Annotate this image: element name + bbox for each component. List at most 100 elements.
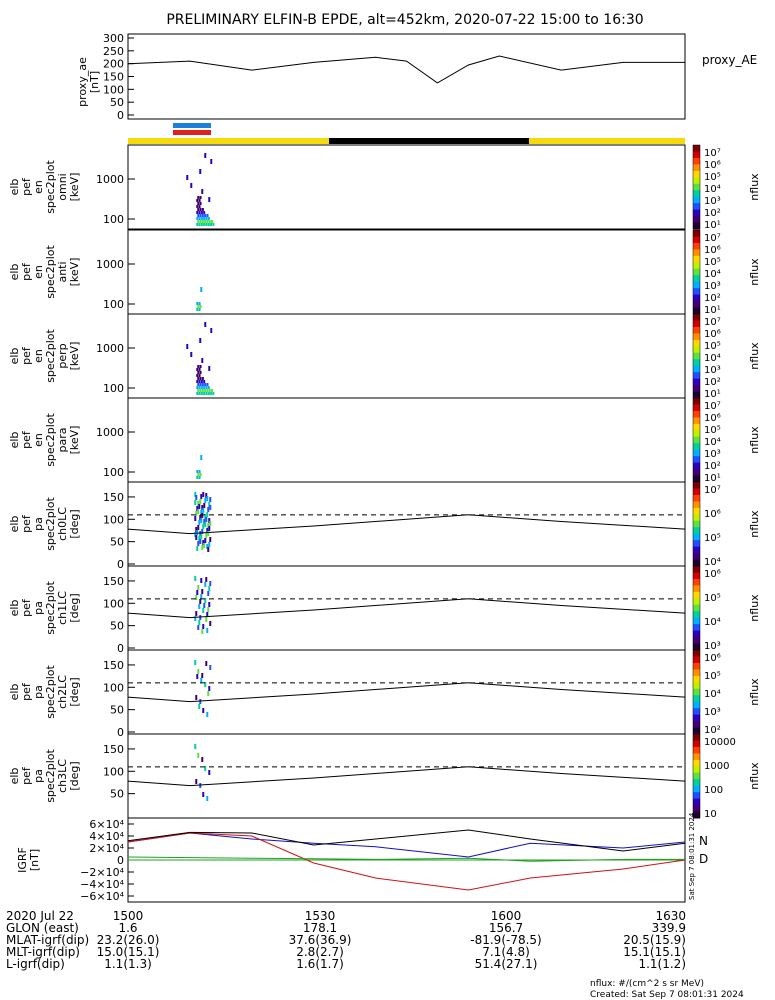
spectrogram-pixel bbox=[196, 530, 199, 535]
spectrogram-pixel bbox=[204, 522, 207, 527]
spectrogram-pixel bbox=[210, 392, 213, 395]
spectrogram-pixel bbox=[205, 533, 208, 538]
spectrogram-data bbox=[194, 744, 211, 801]
colorbar: 10⁶ 10⁵ 10⁴ 10³ 10² nflux bbox=[692, 649, 761, 736]
colorbar-tick-label: 10⁴ bbox=[704, 353, 721, 364]
spectrogram-pixel bbox=[207, 392, 210, 395]
spectrogram-pixel bbox=[206, 544, 209, 549]
grf-tick-label: 0 bbox=[117, 854, 124, 867]
panel-tick-label: 50 bbox=[110, 536, 124, 549]
ylabel-line: elb bbox=[8, 432, 21, 449]
colorbar-segment bbox=[693, 559, 700, 567]
footer-cell: 15.0(15.1) bbox=[97, 945, 160, 959]
footer-cell: 1.1(1.3) bbox=[104, 957, 152, 971]
spectrogram-data bbox=[196, 455, 203, 479]
colorbar-tick-label: 10⁵ bbox=[704, 593, 721, 604]
spectrogram-pixel bbox=[196, 302, 199, 305]
ylabel-line: elb bbox=[8, 348, 21, 365]
footer-row-label: MLAT-igrf(dip) bbox=[6, 933, 89, 947]
spectrogram-pixel bbox=[190, 183, 193, 188]
colorbar-segment bbox=[693, 268, 700, 276]
colorbar-segment bbox=[693, 520, 700, 528]
spectrogram-pixel bbox=[195, 511, 198, 516]
panel-tick-label: 150 bbox=[103, 575, 124, 588]
spectrogram-pixel bbox=[209, 621, 212, 626]
panel-tick-label: 100 bbox=[103, 466, 124, 479]
grf-series-line bbox=[127, 829, 686, 852]
colorbar-tick-label: 10¹ bbox=[704, 305, 721, 316]
colorbar-segment bbox=[693, 333, 700, 341]
spectrogram-pixel bbox=[198, 704, 201, 709]
panel-tick-label: 150 bbox=[103, 491, 124, 504]
spectrogram-pixel bbox=[207, 507, 210, 512]
panel-ylabel: elb pef en spec2plot para [keV] bbox=[8, 413, 81, 467]
ae-series-line bbox=[127, 55, 685, 84]
panel-ylabel: elb pef pa spec2plot ch0LC [deg] bbox=[8, 497, 81, 551]
panel-p8: elb pef pa spec2plot ch3LC [deg] 150 100 50 10000… bbox=[8, 733, 761, 820]
spectrogram-pixel bbox=[197, 625, 200, 630]
spectrogram-pixel bbox=[197, 541, 200, 546]
colorbar-segment bbox=[693, 501, 700, 509]
spectrogram-pixel bbox=[199, 214, 202, 217]
spectrogram-pixel bbox=[204, 220, 207, 223]
colorbar-segment bbox=[693, 630, 700, 638]
spectrogram-pixel bbox=[207, 523, 210, 528]
spectrogram-pixel bbox=[207, 691, 210, 696]
spectrogram-pixel bbox=[203, 503, 206, 508]
spectrogram-pixel bbox=[210, 159, 213, 164]
panel-tick-label: 100 bbox=[103, 382, 124, 395]
sunlight-bar-2 bbox=[529, 138, 685, 144]
spectrogram-pixel bbox=[190, 352, 193, 357]
ae-legend: proxy_AE bbox=[702, 53, 757, 67]
colorbar-segment bbox=[693, 482, 700, 489]
colorbar-segment bbox=[693, 443, 700, 451]
spectrogram-pixel bbox=[202, 524, 205, 529]
spectrogram-pixel bbox=[199, 371, 202, 374]
spectrogram-pixel bbox=[200, 518, 203, 523]
ae-ylabel: proxy_ae [nT] bbox=[76, 57, 101, 107]
ylabel-line: spec2plot bbox=[44, 497, 57, 551]
spectrogram-pixel bbox=[199, 473, 202, 476]
colorbar-segment bbox=[693, 378, 700, 386]
spectrogram-data bbox=[186, 322, 215, 395]
panel-ylabel: elb pef pa spec2plot ch2LC [deg] bbox=[8, 665, 81, 719]
shadow-bar bbox=[329, 138, 529, 144]
spectrogram-pixel bbox=[203, 543, 206, 548]
spectrogram-pixel bbox=[197, 377, 200, 380]
colorbar-tick-label: 10³ bbox=[704, 641, 721, 652]
ylabel-line: para bbox=[56, 428, 69, 453]
spectrogram-pixel bbox=[196, 506, 199, 511]
spectrogram-pixel bbox=[201, 389, 204, 392]
grf-legend-n: N bbox=[699, 834, 708, 848]
spectrogram-data bbox=[196, 287, 203, 311]
spectrogram-pixel bbox=[194, 616, 197, 621]
ylabel-line: omni bbox=[56, 173, 69, 200]
colorbar-segment bbox=[693, 372, 700, 380]
ylabel-line: perp bbox=[56, 343, 69, 368]
colorbar-segment bbox=[693, 746, 700, 754]
colorbar-tick-label: 10⁵ bbox=[704, 172, 721, 183]
ylabel-line: pef bbox=[20, 430, 33, 449]
colorbar-tick-label: 10⁷ bbox=[704, 148, 721, 159]
colorbar-tick-label: 10⁶ bbox=[704, 653, 721, 664]
spectrogram-pixel bbox=[207, 223, 210, 226]
ylabel-line: spec2plot bbox=[44, 329, 57, 383]
spectrogram-pixel bbox=[197, 389, 200, 392]
colorbar-segment bbox=[693, 307, 700, 315]
colorbar-segment bbox=[693, 170, 700, 178]
colorbar-segment bbox=[693, 682, 700, 690]
spectrogram-pixel bbox=[204, 383, 207, 386]
spectrogram-pixel bbox=[198, 386, 201, 389]
spectrogram-pixel bbox=[200, 217, 203, 220]
colorbar-segment bbox=[693, 294, 700, 302]
panel-p2: elb pef en spec2plot anti [keV] 100010010⁷10⁶1… bbox=[8, 229, 761, 316]
colorbar-tick-label: 10⁴ bbox=[704, 689, 721, 700]
spectrogram-pixel bbox=[200, 455, 203, 460]
spectrogram-pixel bbox=[208, 518, 211, 523]
footer-cell: 1.1(1.2) bbox=[638, 957, 686, 971]
spectrogram-pixel bbox=[199, 515, 202, 520]
spectrogram-pixel bbox=[200, 392, 203, 395]
grf-tick-label: −2×10⁴ bbox=[80, 866, 124, 879]
panel-tick-label: 1000 bbox=[96, 173, 124, 186]
